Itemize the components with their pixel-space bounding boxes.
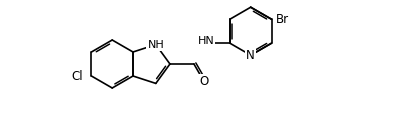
Text: Cl: Cl [72, 70, 84, 82]
Text: Br: Br [276, 13, 289, 26]
Text: O: O [199, 75, 209, 88]
Text: N: N [246, 49, 255, 62]
Text: HN: HN [198, 36, 214, 46]
Text: NH: NH [147, 40, 164, 50]
